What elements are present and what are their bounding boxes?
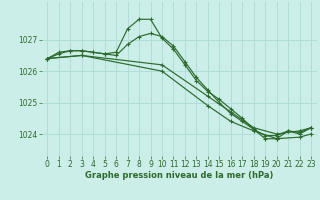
X-axis label: Graphe pression niveau de la mer (hPa): Graphe pression niveau de la mer (hPa) bbox=[85, 171, 273, 180]
